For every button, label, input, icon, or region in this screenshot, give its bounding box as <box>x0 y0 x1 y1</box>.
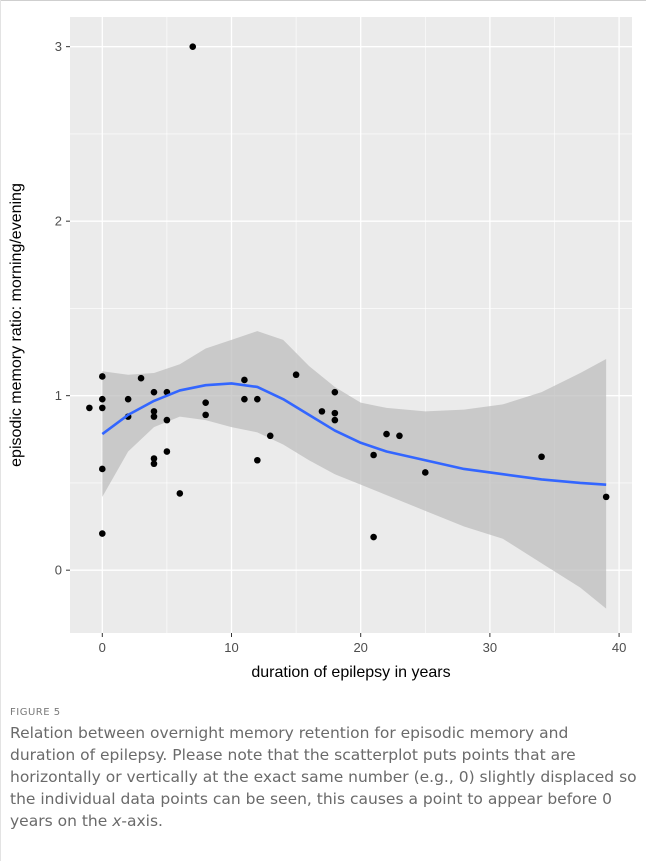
data-point <box>150 408 158 415</box>
scatter-chart: 0 10 20 30 40 0 1 2 3 duration of epilepsy in yea… <box>8 17 632 681</box>
data-point <box>163 448 171 455</box>
data-point <box>124 395 132 403</box>
data-point <box>241 395 248 403</box>
data-point <box>383 430 390 438</box>
data-point <box>176 490 184 497</box>
smooth-line <box>101 382 607 486</box>
data-point <box>421 469 429 476</box>
data-point <box>98 465 106 473</box>
data-point <box>318 408 326 415</box>
data-point <box>396 432 403 440</box>
x-tick-label: 0 <box>99 640 106 655</box>
x-tick-label: 40 <box>612 640 626 655</box>
data-point <box>331 388 339 396</box>
x-tick-label: 10 <box>224 640 238 655</box>
data-point <box>86 404 93 412</box>
caption-text: Relation between overnight memory retent… <box>10 724 637 830</box>
data-point <box>241 376 248 384</box>
data-point <box>292 371 300 379</box>
x-tick-label: 20 <box>353 640 367 655</box>
y-axis-title: episodic memory ratio: morning/evening <box>8 183 25 467</box>
data-point <box>331 409 339 417</box>
data-point <box>98 530 106 537</box>
y-tick-label: 1 <box>55 388 62 403</box>
figure-caption: Relation between overnight memory retent… <box>10 722 638 832</box>
data-point <box>254 395 261 403</box>
data-point <box>98 404 106 412</box>
data-point <box>137 374 145 382</box>
data-point <box>98 395 106 403</box>
left-border <box>0 0 1 861</box>
confidence-band <box>102 331 607 609</box>
data-point <box>150 388 158 396</box>
data-point <box>163 416 171 424</box>
data-point <box>254 456 261 464</box>
data-point <box>602 493 610 501</box>
data-point <box>331 416 339 424</box>
data-point <box>189 43 197 50</box>
data-point <box>370 451 377 459</box>
x-tick-label: 30 <box>483 640 497 655</box>
figure-label: FIGURE 5 <box>10 707 61 718</box>
caption-text-end: -axis. <box>121 812 163 830</box>
caption-axis-italic: x <box>112 812 122 830</box>
data-point <box>150 460 158 468</box>
data-point <box>370 533 377 541</box>
data-point <box>98 373 106 380</box>
data-point <box>202 411 209 419</box>
y-tick-label: 2 <box>55 214 62 229</box>
y-tick-label: 3 <box>55 39 62 54</box>
data-point <box>266 432 274 440</box>
data-point <box>538 453 545 461</box>
data-point <box>150 455 158 462</box>
x-axis-title: duration of epilepsy in years <box>251 664 450 681</box>
y-tick-label: 0 <box>55 563 62 578</box>
data-point <box>150 413 158 420</box>
top-border <box>0 0 646 1</box>
data-point <box>202 399 209 406</box>
